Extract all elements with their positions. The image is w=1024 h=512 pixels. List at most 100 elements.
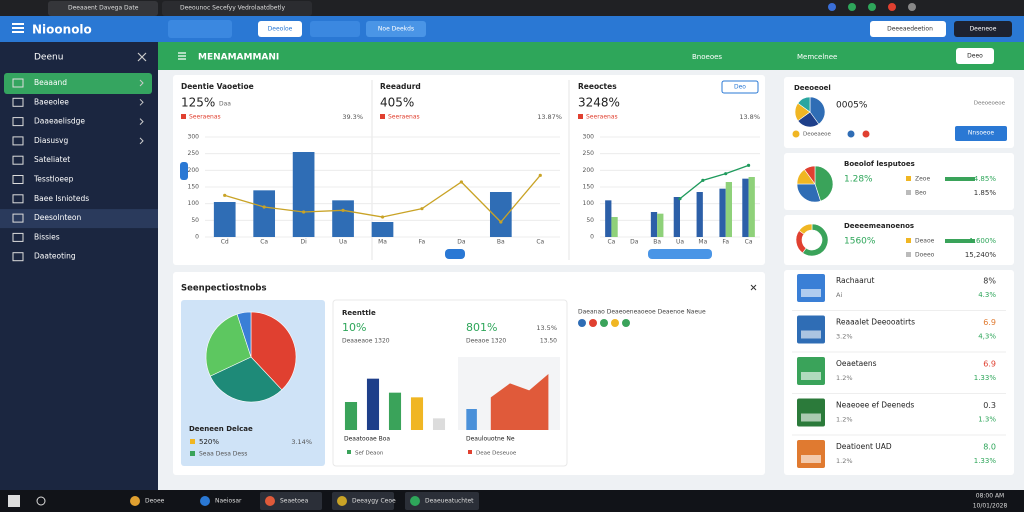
x-tick-label: Ca [607,239,615,246]
line-point [499,220,503,224]
label[interactable]: Seaetoea [280,498,309,505]
browser-icon[interactable] [888,3,896,11]
pager[interactable] [445,249,465,259]
menu-item[interactable]: Beaaand [34,78,67,87]
logo-icon [12,27,24,29]
label[interactable]: Neaeoee ef Deeneds [836,401,914,410]
label[interactable]: Rachaarut [836,276,875,285]
bar [213,202,236,237]
x-tick-label: Da [630,239,639,246]
legend-swatch [906,238,911,243]
label[interactable]: Deaeueatuchtet [425,498,474,505]
menu-icon [12,232,24,242]
y-tick-label: 0 [590,234,594,241]
browser-icon[interactable] [868,3,876,11]
toolbar-button[interactable] [258,21,302,37]
line-point [538,173,542,177]
pie-slice [814,165,834,202]
y-tick-label: 150 [583,184,595,191]
menu-item[interactable]: Tesstloeep [33,175,74,184]
label: 1.3% [978,416,996,424]
label: 13.50 [540,338,557,345]
menu-item[interactable]: Diasusvg [34,136,68,145]
close-icon[interactable] [137,52,147,62]
app-icon[interactable] [130,496,140,506]
label[interactable]: Deeneoe [970,26,997,33]
tab [48,1,158,16]
legend-dot [600,319,608,327]
label[interactable]: Deoee [145,498,165,505]
y-tick-label: 50 [191,217,199,224]
item-icon-detail [801,330,821,339]
tab-title: Deeaaent Davega Date [68,5,139,12]
label: Reeadurd [380,82,421,91]
app-icon[interactable] [265,496,275,506]
label: 1.33% [974,374,997,382]
menu-icon [12,194,24,204]
label[interactable]: Reaaalet Deeooatirts [836,318,915,327]
label: 4.85% [974,175,997,183]
app-icon[interactable] [410,496,420,506]
label: Deentie Vaoetioe [181,82,254,91]
menu-item[interactable]: Baee Isnioteds [34,194,89,203]
chart-toggle[interactable] [180,162,188,180]
label[interactable]: Deeo [967,53,983,60]
search-box[interactable] [870,21,946,37]
browser-icon[interactable] [908,3,916,11]
panel-button[interactable] [721,80,759,94]
search-icon[interactable] [36,496,46,506]
app-icon[interactable] [337,496,347,506]
label[interactable]: Deo [734,84,746,91]
bar [332,200,354,237]
bar [292,152,315,237]
toolbar-button[interactable] [366,21,426,37]
app-icon[interactable] [200,496,210,506]
bar [410,397,424,430]
label[interactable]: Oeaetaens [836,359,877,368]
user-button[interactable] [954,21,1012,37]
line-point [223,193,227,197]
label: 8.0 [983,443,996,452]
y-tick-label: 100 [188,200,200,207]
label[interactable]: Bnoeoes [692,53,722,61]
note-dot [380,114,385,119]
browser-icon[interactable] [848,3,856,11]
x-tick-label: Ua [339,239,347,246]
browser-icon[interactable] [828,3,836,11]
collapse-icon[interactable] [750,284,757,291]
label: Daa [219,101,231,108]
menu-item[interactable]: Baeeolee [34,97,69,106]
menu-item[interactable]: Sateliatet [34,155,70,164]
label[interactable]: Deatioent UAD [836,442,892,451]
item-icon [797,398,825,427]
label[interactable]: Deeeaedeetion [887,26,933,33]
x-tick-label: Di [300,239,307,246]
line-point [459,180,463,184]
menu-item[interactable]: Daateoting [34,252,76,261]
legend-swatch [468,450,472,454]
taskbar [0,490,1024,512]
bar [748,177,755,237]
toolbar-button[interactable] [310,21,360,37]
label[interactable]: Nnsoeoe [968,130,994,137]
label[interactable]: Naeiosar [215,498,242,505]
bar [489,192,512,237]
header-button[interactable] [956,48,994,64]
pie-slice [209,356,283,403]
item-icon-detail [801,372,821,380]
card-button[interactable] [955,126,1007,141]
label[interactable]: Noe Deekds [378,26,414,33]
x-tick-label: Ua [676,239,684,246]
menu-item[interactable]: Bissies [34,232,60,241]
menu-item[interactable]: Deesolnteon [34,213,81,222]
label[interactable]: Deeoloe [268,26,293,33]
label: 1.600% [969,237,996,245]
pager[interactable] [648,249,712,259]
menu-item[interactable]: Daaeaelisdge [34,117,85,126]
x-tick-label: Ca [536,239,544,246]
label[interactable]: Memcelnee [797,53,837,61]
item-icon [797,357,825,385]
label[interactable]: Deeaygy Ceoe [352,498,396,505]
card [784,215,1014,265]
menu-icon [12,213,24,223]
